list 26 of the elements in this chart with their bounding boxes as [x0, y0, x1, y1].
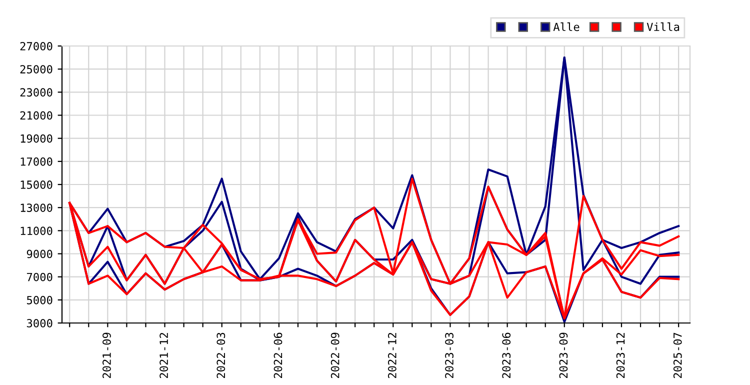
x-tick-label: 2023-06 — [502, 332, 511, 378]
y-tick-label: 11000 — [20, 226, 52, 236]
x-tick-label: 2023-03 — [445, 332, 454, 378]
x-tick-label: 2021-09 — [102, 332, 111, 378]
x-tick-label: 2023-12 — [616, 332, 625, 378]
x-tick-label: 2021-12 — [160, 332, 168, 378]
y-tick-label: 9000 — [26, 250, 52, 258]
x-tick-label: 2022-06 — [274, 332, 282, 378]
y-tick-label: 19000 — [20, 134, 52, 143]
y-tick-label: 25000 — [20, 65, 52, 74]
y-tick-label: 7000 — [26, 272, 52, 282]
x-tick-label: 2022-12 — [388, 332, 396, 378]
y-tick-label: 15000 — [20, 180, 52, 189]
y-tick-label: 23000 — [20, 88, 52, 97]
legend-label: Villa — [646, 22, 680, 32]
legend-label: Alle — [553, 22, 580, 32]
y-tick-label: 27000 — [20, 42, 52, 50]
y-tick-label: 13000 — [20, 204, 52, 212]
y-tick-label: 3000 — [26, 319, 52, 328]
y-tick-label: 5000 — [26, 296, 52, 304]
x-tick-label: 2022-03 — [216, 332, 226, 378]
y-tick-label: 21000 — [20, 111, 52, 120]
y-tick-label: 17000 — [20, 157, 52, 166]
x-tick-label: 2022-09 — [330, 332, 340, 378]
x-tick-label: 2025-07 — [673, 332, 682, 378]
x-tick-label: 2023-09 — [559, 332, 568, 378]
